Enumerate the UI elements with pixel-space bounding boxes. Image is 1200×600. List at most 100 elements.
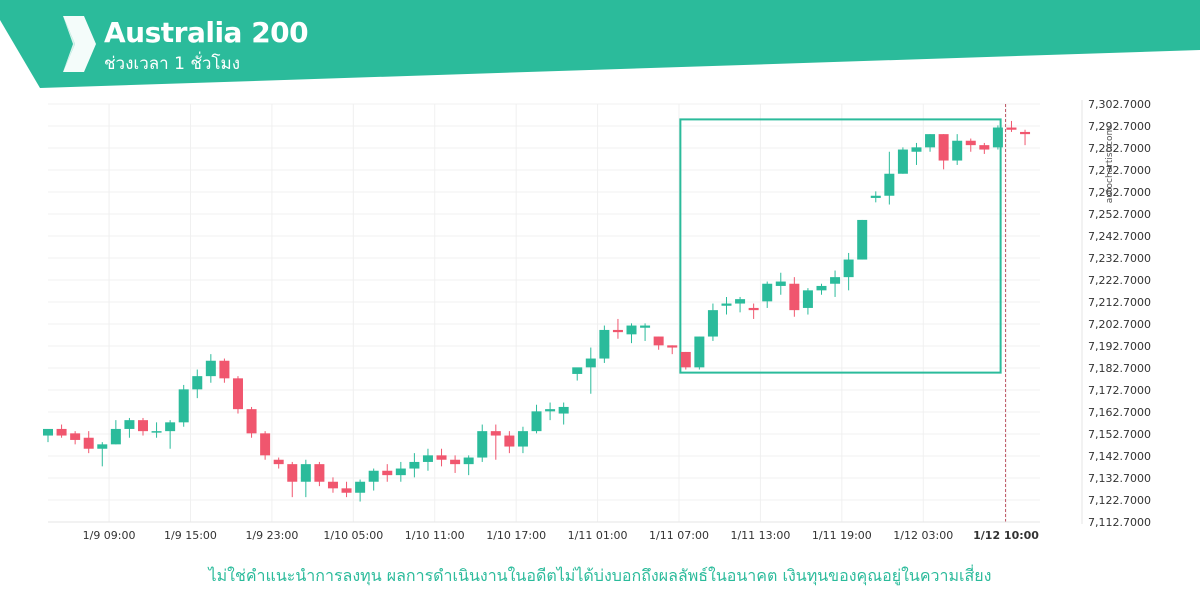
candle-body (477, 431, 488, 458)
candle (599, 325, 610, 363)
y-tick-label: 7,262.7000 (1088, 186, 1151, 199)
candle-body (287, 464, 298, 482)
candle (382, 464, 393, 482)
candle (477, 424, 488, 462)
candle (422, 448, 433, 471)
candle (707, 303, 718, 341)
candle-body (735, 299, 746, 304)
x-tick-label-current: 1/12 10:00 (973, 529, 1039, 542)
x-tick-label: 1/10 17:00 (486, 529, 546, 542)
candle (83, 431, 94, 454)
candle (857, 219, 868, 260)
x-tick-label: 1/9 15:00 (164, 529, 217, 542)
candle-body (463, 457, 474, 465)
candle (952, 134, 963, 165)
candle (680, 351, 691, 370)
candle (640, 323, 651, 341)
candle-body (409, 461, 420, 469)
candle-body (490, 431, 501, 436)
candle-body (450, 459, 461, 465)
y-tick-label: 7,272.7000 (1088, 164, 1151, 177)
candle-body (246, 409, 257, 434)
y-tick-label: 7,112.7000 (1088, 516, 1151, 529)
candle-body (979, 145, 990, 150)
candle (232, 376, 243, 414)
candle (205, 354, 216, 383)
candle-body (938, 134, 949, 161)
candle (992, 125, 1003, 150)
candle-body (830, 277, 841, 284)
candle-body (300, 464, 311, 482)
candle (368, 468, 379, 491)
candle (694, 336, 705, 370)
autochartist-chevron-logo-icon (63, 16, 96, 72)
candle (531, 404, 542, 434)
candle-body (843, 259, 854, 278)
candle-body (721, 303, 732, 306)
candle-body (1006, 127, 1017, 130)
candle-body (789, 283, 800, 311)
candle-body (992, 127, 1003, 148)
candle-body (965, 140, 976, 146)
y-axis: 7,302.7000 7,292.7000 7,282.7000 7,272.7000… (1081, 98, 1151, 529)
candle (246, 406, 257, 438)
candle (409, 453, 420, 478)
candle (314, 461, 325, 487)
candle-body (178, 389, 189, 423)
candle-body (341, 488, 352, 493)
candle-body (626, 325, 637, 335)
candle (653, 336, 664, 350)
candle-body (232, 378, 243, 410)
candle-body (260, 433, 271, 456)
y-tick-label: 7,302.7000 (1088, 98, 1151, 111)
candle (911, 142, 922, 165)
y-tick-label: 7,222.7000 (1088, 274, 1151, 287)
candle-body (517, 431, 528, 447)
candle-body (884, 173, 895, 196)
candles-layer (43, 120, 1031, 502)
candle (70, 431, 81, 445)
candle-body (56, 428, 67, 436)
candle (355, 479, 366, 502)
candle (341, 481, 352, 498)
y-tick-label: 7,212.7000 (1088, 296, 1151, 309)
candle (97, 442, 108, 467)
x-tick-label: 1/11 13:00 (730, 529, 790, 542)
candle (667, 345, 678, 355)
y-tick-label: 7,132.7000 (1088, 472, 1151, 485)
candle (585, 347, 596, 394)
y-tick-label: 7,232.7000 (1088, 252, 1151, 265)
candle (178, 384, 189, 427)
candle-body (382, 470, 393, 476)
candle (151, 422, 162, 438)
candle-body (97, 444, 108, 449)
candle (192, 369, 203, 399)
risk-disclaimer: ไม่ใช่คำแนะนำการลงทุน ผลการดำเนินงานในอด… (208, 566, 992, 585)
candle-body (83, 437, 94, 449)
candle (504, 431, 515, 454)
candle-body (762, 283, 773, 302)
candle (816, 283, 827, 295)
candle (165, 420, 176, 449)
candle (762, 281, 773, 308)
candle-body (165, 422, 176, 432)
candle (925, 134, 936, 152)
candle-body (952, 140, 963, 161)
watermark: autochartist.com (1105, 126, 1115, 204)
candle-body (857, 219, 868, 260)
candle-body (436, 455, 447, 460)
candle-body (599, 329, 610, 359)
candle (273, 457, 284, 469)
y-tick-label: 7,202.7000 (1088, 318, 1151, 331)
candle (450, 455, 461, 473)
pattern-box (679, 118, 1002, 374)
y-tick-label: 7,162.7000 (1088, 406, 1151, 419)
candle-body (327, 481, 338, 489)
candle-body (422, 455, 433, 462)
candle (43, 428, 53, 443)
candle-body (314, 464, 325, 482)
candle-body (355, 481, 366, 493)
candle (897, 147, 908, 174)
candle (965, 138, 976, 152)
